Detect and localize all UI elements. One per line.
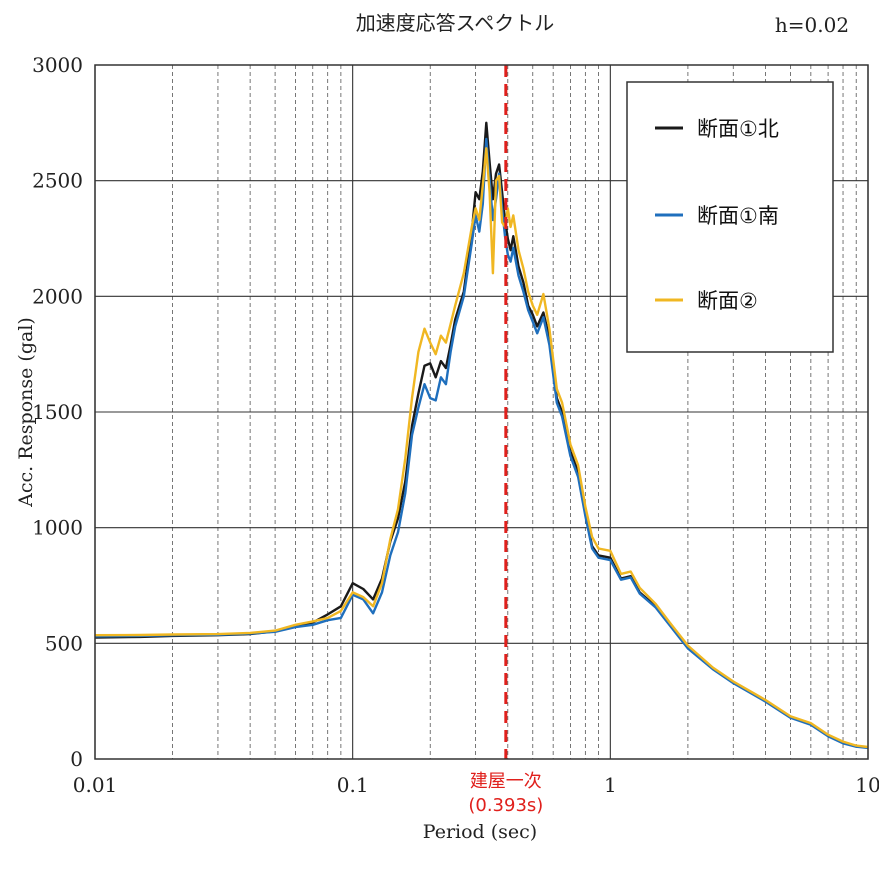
- x-tick-label: 10: [855, 773, 879, 797]
- marker-label-line1: 建屋一次: [470, 771, 542, 792]
- chart-title: 加速度応答スペクトル: [356, 11, 555, 35]
- series-line-2: [94, 137, 869, 750]
- y-tick-label: 2500: [32, 169, 83, 193]
- y-axis-label: Acc. Response (gal): [15, 317, 37, 508]
- y-tick-label: 1500: [32, 400, 83, 424]
- tick-layer: 0.01 0.1 1 10 0 500 1000 1500 2000 2500 3000: [32, 53, 879, 797]
- series-line-3: [94, 147, 869, 749]
- x-tick-label: 0.1: [337, 773, 369, 797]
- legend-label: 断面①南: [697, 204, 779, 228]
- plot-frame: [94, 64, 869, 760]
- y-tick-label: 3000: [32, 53, 83, 77]
- x-tick-label: 0.01: [73, 773, 118, 797]
- marker-label-line2: (0.393s): [468, 795, 543, 816]
- marker-layer: 建屋一次 (0.393s): [468, 65, 543, 816]
- y-tick-label: 500: [45, 631, 83, 655]
- series-layer: [94, 121, 869, 750]
- x-tick-label: 1: [604, 773, 617, 797]
- legend-label: 断面②: [697, 289, 758, 313]
- damping-label: h=0.02: [775, 13, 849, 37]
- y-tick-label: 1000: [32, 516, 83, 540]
- y-tick-label: 0: [70, 747, 83, 771]
- x-axis-label: Period (sec): [423, 821, 537, 843]
- legend-label: 断面①北: [697, 117, 779, 141]
- y-tick-label: 2000: [32, 284, 83, 308]
